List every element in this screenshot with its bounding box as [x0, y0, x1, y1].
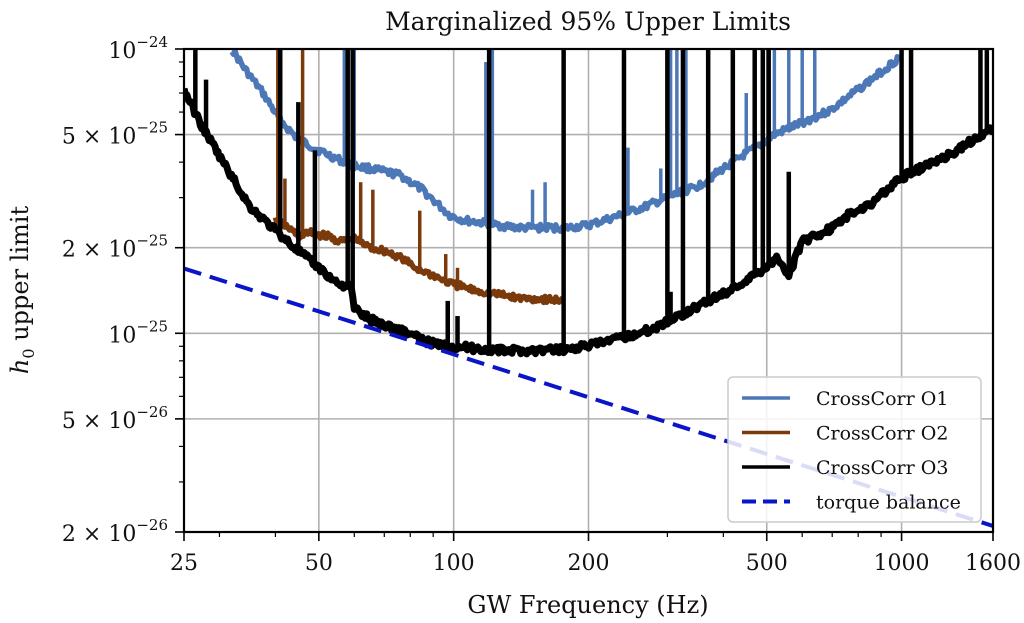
- y-axis: 10−24 5 × 10−25 2 × 10−25 10−25 5 × 10−26 2 ×…: [62, 33, 184, 547]
- y-tick-label: 5 × 10−25: [62, 119, 168, 150]
- x-tick-label: 100: [433, 551, 475, 576]
- series-layer: [184, 49, 993, 528]
- x-axis-label: GW Frequency (Hz): [467, 591, 708, 619]
- legend-box: [727, 376, 982, 523]
- y-tick-label: 10−25: [108, 317, 168, 348]
- y-tick-label: 2 × 10−25: [62, 232, 168, 263]
- x-axis: 25 50 100 200 500 1000 1600: [170, 532, 1021, 576]
- y-tick-label: 10−24: [108, 33, 168, 64]
- x-tick-label: 25: [170, 551, 198, 576]
- series-line: [184, 87, 993, 358]
- legend-label: CrossCorr O2: [816, 423, 948, 445]
- x-tick-label: 50: [305, 551, 333, 576]
- x-tick-label: 1000: [874, 551, 930, 576]
- y-axis-label-rest: upper limit: [6, 206, 34, 349]
- x-tick-label: 500: [746, 551, 788, 576]
- series-crosscorr-o3: [184, 49, 993, 358]
- series-crosscorr-o1: [229, 49, 903, 234]
- x-tick-label: 200: [568, 551, 610, 576]
- x-tick-label: 1600: [965, 551, 1021, 576]
- legend-label: CrossCorr O1: [816, 388, 948, 410]
- y-axis-label: h0 upper limit: [6, 206, 38, 375]
- legend-label: torque balance: [816, 492, 961, 514]
- y-tick-label: 5 × 10−26: [62, 403, 168, 434]
- series-line: [229, 49, 903, 234]
- legend-label: CrossCorr O3: [816, 457, 948, 479]
- legend: CrossCorr O1 CrossCorr O2 CrossCorr O3 torq…: [727, 376, 982, 523]
- y-tick-label: 2 × 10−26: [62, 516, 168, 547]
- chart-title: Marginalized 95% Upper Limits: [385, 7, 791, 36]
- y-axis-label-h: h: [6, 359, 34, 374]
- y-axis-label-sub: 0: [19, 348, 38, 358]
